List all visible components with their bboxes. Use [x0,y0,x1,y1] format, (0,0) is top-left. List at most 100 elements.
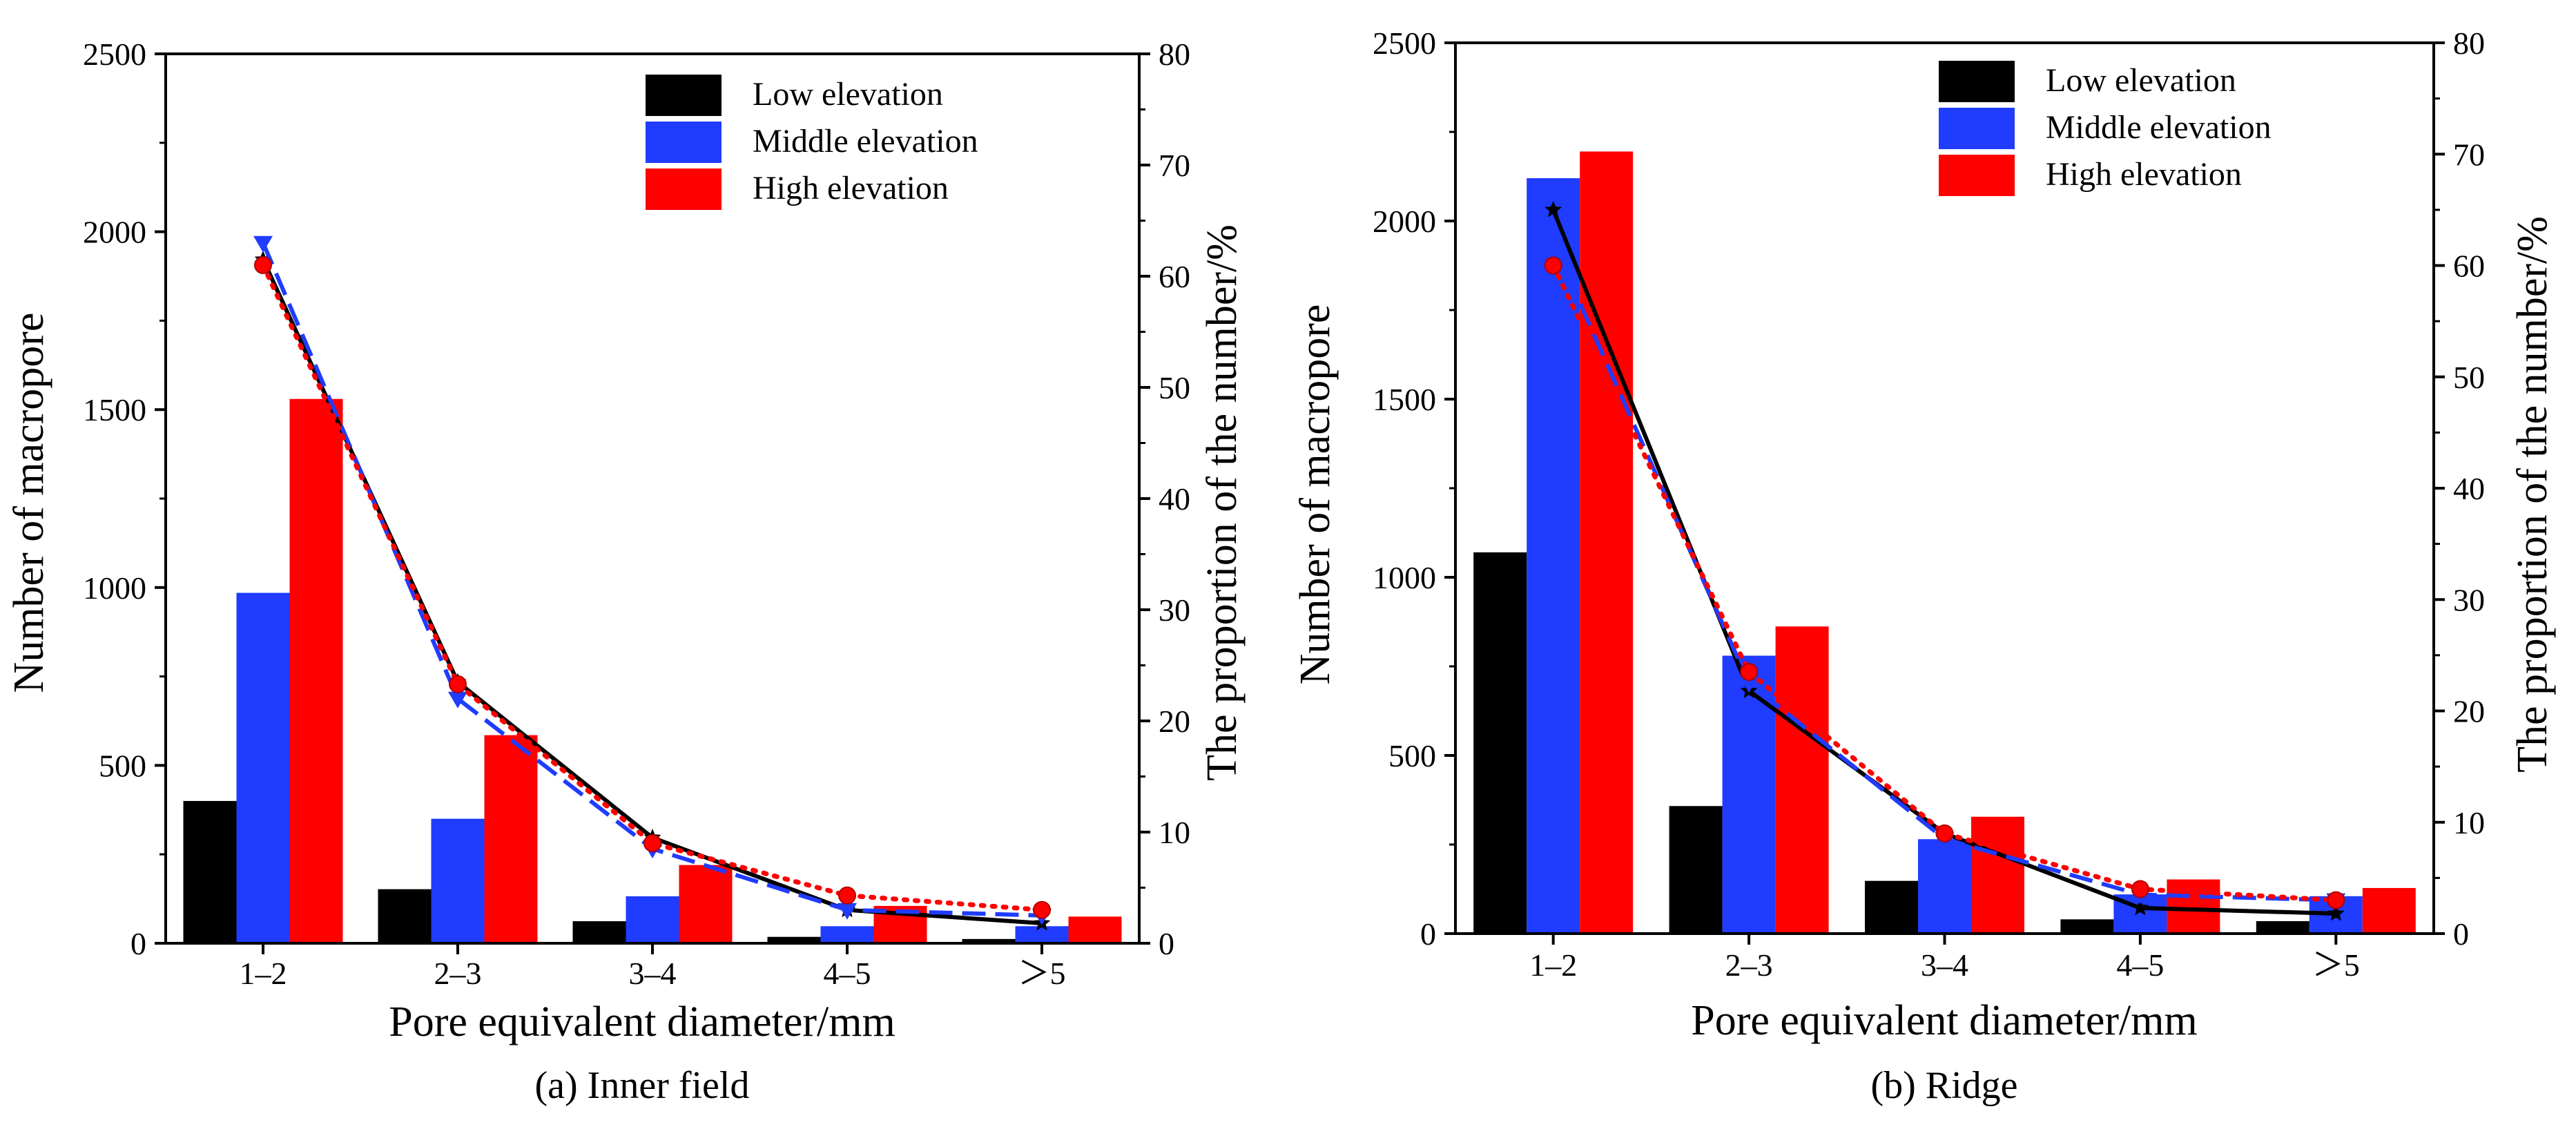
legend-label: High elevation [2046,156,2242,193]
line-point [1740,663,1759,682]
y-tick-label: 500 [99,748,146,783]
y2-tick-label: 80 [1159,37,1190,72]
series-line [260,262,1045,913]
legend-label: Middle elevation [2046,109,2272,146]
y2-tick-label: 60 [2453,249,2485,284]
y-tick-label: 0 [1420,916,1436,952]
bar [820,926,874,943]
bar [626,896,679,943]
bar [2060,919,2114,934]
bar [431,818,485,943]
x-tick-label: 4–5 [824,956,871,991]
line-point [838,886,856,905]
bar [2167,879,2220,934]
bar [767,936,821,943]
legend-swatch [1939,61,2015,102]
x-axis-label: Pore equivalent diameter/mm [389,999,895,1045]
y-tick-label: 1000 [83,570,146,606]
series-line [1551,242,2336,903]
y2-tick-label: 10 [1159,815,1190,850]
y2-tick-label: 30 [2453,582,2485,617]
y-axis-label: Number of macropore [1292,305,1339,685]
x-tick-label: 2–3 [1725,947,1773,983]
legend-swatch [646,168,722,210]
series-line [261,258,1043,926]
y2-tick-label: 10 [2453,805,2485,840]
y-axis-label: Number of macropore [6,313,52,693]
line-point [449,675,467,693]
y2-tick-label: 80 [2453,26,2485,61]
y2-tick-label: 70 [2453,137,2485,172]
panel-caption: (a) Inner field [535,1064,750,1107]
x-tick-label: 1–2 [1529,947,1577,983]
y-tick-label: 500 [1388,738,1436,773]
x-axis-label: Pore equivalent diameter/mm [1691,997,2197,1044]
y-tick-label: 2500 [1373,26,1436,61]
y-tick-label: 1500 [83,392,146,427]
bar [1068,916,1122,943]
legend-label: Middle elevation [753,123,978,160]
y-tick-label: 2500 [83,37,146,72]
legend-swatch [646,122,722,163]
line-point [254,255,272,274]
y2-tick-label: 20 [2453,694,2485,729]
x-tick-label: 2–3 [434,956,482,991]
line-point [1544,256,1562,275]
bar [1775,626,1829,934]
bar [2362,887,2416,934]
line-point [1543,236,1563,253]
line-point [2131,880,2149,898]
x-tick-label: 1–2 [240,956,287,991]
y-tick-label: 1500 [1373,382,1436,417]
bar [1865,880,1918,934]
bar [236,592,290,943]
y2-axis-label: The proportion of the number/% [1199,224,1246,781]
legend-swatch [1939,155,2015,196]
chart-panel-ridge: Pore equivalent diameter/mm (b) Ridge Nu… [1292,26,2556,1107]
line-point [2131,898,2149,916]
x-tick-label: 3–4 [1921,947,1968,983]
y2-tick-label: 60 [1159,259,1190,294]
x-tick-label: ＞5 [1018,956,1066,991]
panel-caption: (b) Ridge [1870,1064,2017,1107]
legend-swatch [646,75,722,116]
line-point [1544,200,1562,218]
x-tick-label: 4–5 [2116,947,2164,983]
y2-tick-label: 30 [1159,592,1190,628]
legend-label: Low elevation [2046,62,2236,99]
y-tick-label: 2000 [1373,204,1436,239]
legend-label: High elevation [753,170,949,206]
legend-label: Low elevation [753,76,943,113]
line-point [448,691,467,708]
bar [1918,839,1971,934]
x-tick-label: ＞5 [2312,947,2360,983]
y2-tick-label: 50 [1159,370,1190,405]
bar [378,889,432,943]
y2-tick-label: 40 [1159,481,1190,517]
bar [1473,552,1527,934]
series-line [261,242,1043,918]
y2-tick-label: 20 [1159,704,1190,739]
y2-tick-label: 50 [2453,360,2485,395]
y2-tick-label: 0 [1159,926,1174,961]
line-point [837,903,857,920]
line-point [643,834,661,853]
bar [679,865,733,943]
bar [1669,806,1723,934]
bar [1015,926,1069,943]
bar [289,398,343,943]
series-line [1551,263,2338,903]
line-point [253,235,273,253]
bar [2256,920,2309,934]
y2-tick-label: 0 [2453,916,2469,952]
bar [1971,816,2024,934]
x-tick-label: 3–4 [629,956,677,991]
bar [1527,178,1580,934]
bar [484,735,538,943]
line-point [1739,676,1759,693]
bar [572,921,626,943]
line-point [1935,824,1954,842]
legend-swatch [1939,108,2015,149]
line-point [2327,905,2345,921]
